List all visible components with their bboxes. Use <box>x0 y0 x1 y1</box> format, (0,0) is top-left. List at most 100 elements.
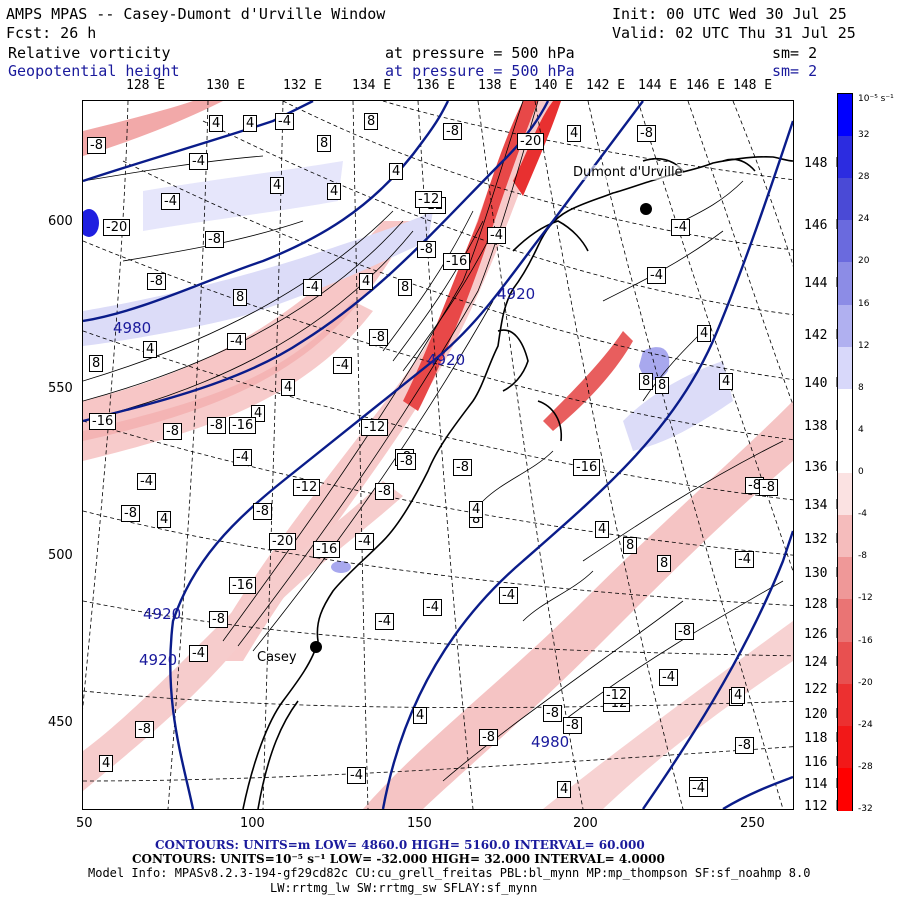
map-plot-area[interactable]: Casey Dumont d'Urville 4920 4920 4920 49… <box>82 100 794 810</box>
field1-level: at pressure = 500 hPa <box>385 44 575 62</box>
vorticity-label: 4 <box>595 521 610 538</box>
lon-label: 132 E <box>283 78 323 93</box>
vorticity-label: -4 <box>347 767 366 784</box>
x-tick: 50 <box>76 816 93 831</box>
lon-label: 134 E <box>352 78 392 93</box>
colorbar-label: -4 <box>858 509 867 520</box>
height-contour <box>381 120 793 809</box>
colorbar <box>837 93 853 811</box>
vorticity-label: 4 <box>389 163 404 180</box>
colorbar-segment <box>838 557 852 601</box>
vorticity-label: -16 <box>573 459 601 476</box>
positive-vorticity-patch <box>331 561 351 573</box>
field2-name: Geopotential height <box>8 62 180 80</box>
colorbar-label: 12 <box>858 340 870 351</box>
vorticity-label: -12 <box>603 687 631 704</box>
y-tick: 550 <box>48 381 73 396</box>
vorticity-label: -8 <box>147 273 166 290</box>
height-contour <box>83 101 450 323</box>
y-tick: 450 <box>48 715 73 730</box>
y-tick: 500 <box>48 548 73 563</box>
vorticity-label: -4 <box>659 669 678 686</box>
negative-vorticity-band <box>83 481 403 791</box>
lon-label: 130 E <box>804 566 844 581</box>
vorticity-label: -4 <box>137 473 156 490</box>
lon-label: 128 E <box>804 597 844 612</box>
vorticity-label: 4 <box>719 373 734 390</box>
vorticity-label: -4 <box>487 227 506 244</box>
vorticity-label: 4 <box>413 707 428 724</box>
colorbar-segment <box>838 767 852 811</box>
colorbar-label: -28 <box>858 761 873 772</box>
map-canvas <box>83 101 793 809</box>
valid-time: Valid: 02 UTC Thu 31 Jul 25 <box>612 24 856 42</box>
lon-label: 116 E <box>804 755 844 770</box>
colorbar-segment <box>838 515 852 559</box>
negative-vorticity-band <box>543 331 633 431</box>
graticule <box>83 101 793 809</box>
lon-label: 148 E <box>804 156 844 171</box>
height-contour <box>722 775 793 809</box>
lon-label: 126 E <box>804 627 844 642</box>
vorticity-label: -16 <box>443 253 471 270</box>
vorticity-label: 4 <box>731 687 746 704</box>
height-contour-info: CONTOURS: UNITS=m LOW= 4860.0 HIGH= 5160… <box>155 838 645 852</box>
vorticity-label: 4 <box>157 511 172 528</box>
height-contour <box>83 101 550 423</box>
vorticity-label: 4 <box>99 755 114 772</box>
lon-label: 146 E <box>804 218 844 233</box>
vorticity-label: -8 <box>135 721 154 738</box>
station-markers <box>310 203 652 653</box>
vorticity-label: -4 <box>275 113 294 130</box>
vorticity-label: -16 <box>313 541 341 558</box>
colorbar-label: 28 <box>858 172 870 183</box>
vorticity-label: 4 <box>243 115 258 132</box>
vorticity-label: -4 <box>233 449 252 466</box>
lon-label: 140 E <box>804 376 844 391</box>
lon-label: 136 E <box>804 460 844 475</box>
vorticity-contours <box>83 101 784 782</box>
lon-label: 142 E <box>586 78 626 93</box>
lon-label: 112 E <box>804 799 844 814</box>
x-tick: 200 <box>573 816 598 831</box>
colorbar-label: -16 <box>858 635 873 646</box>
colorbar-segment <box>838 262 852 306</box>
lon-label: 124 E <box>804 655 844 670</box>
vorticity-label: 8 <box>639 373 654 390</box>
vorticity-label: -8 <box>121 505 140 522</box>
colorbar-segment <box>838 641 852 685</box>
vorticity-label: -8 <box>417 241 436 258</box>
vorticity-label: -4 <box>161 193 180 210</box>
height-label: 4920 <box>427 351 466 369</box>
lon-label: 144 E <box>804 276 844 291</box>
colorbar-segment <box>838 94 852 138</box>
vorticity-label: -4 <box>227 333 246 350</box>
vorticity-label: -4 <box>189 645 208 662</box>
colorbar-label: 16 <box>858 298 870 309</box>
vorticity-label: 4 <box>567 125 582 142</box>
x-tick: 250 <box>740 816 765 831</box>
vorticity-label: -4 <box>499 587 518 604</box>
vorticity-label: 8 <box>317 135 332 152</box>
lon-label: 128 E <box>126 78 166 93</box>
forecast-hour: Fcst: 26 h <box>6 24 97 42</box>
lon-label: 118 E <box>804 731 844 746</box>
vorticity-label: -16 <box>229 577 257 594</box>
vorticity-label: -4 <box>189 153 208 170</box>
casey-station-label: Casey <box>257 650 297 665</box>
lon-label: 134 E <box>804 498 844 513</box>
lon-label: 120 E <box>804 707 844 722</box>
vorticity-label: 8 <box>657 555 672 572</box>
vorticity-label: -8 <box>209 611 228 628</box>
vorticity-label: 8 <box>89 355 104 372</box>
vorticity-label: -8 <box>397 453 416 470</box>
height-contour <box>83 101 314 183</box>
height-contour <box>642 530 793 809</box>
colorbar-segment <box>838 178 852 222</box>
vorticity-label: -8 <box>443 123 462 140</box>
lon-label: 148 E <box>733 78 773 93</box>
dumont-durville-station-marker <box>640 203 652 215</box>
colorbar-label: -8 <box>858 551 867 562</box>
vorticity-label: 4 <box>469 501 484 518</box>
colorbar-label: -20 <box>858 677 873 688</box>
